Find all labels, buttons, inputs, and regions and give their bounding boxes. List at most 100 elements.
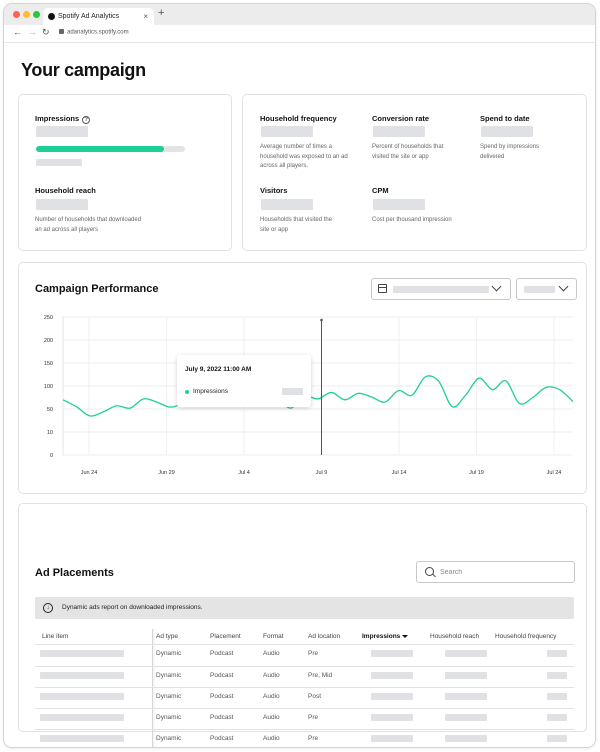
row-divider xyxy=(35,729,574,730)
cell-ad-type: Dynamic xyxy=(156,714,182,721)
chart-tooltip: July 9, 2022 11:00 AM Impressions xyxy=(177,355,311,407)
search-field[interactable] xyxy=(440,565,568,579)
sticky-column-divider xyxy=(152,629,153,747)
maximize-window-button[interactable] xyxy=(33,11,40,18)
household-frequency-value-placeholder xyxy=(547,672,567,679)
cpm-value-placeholder xyxy=(373,199,425,210)
cell-ad-type: Dynamic xyxy=(156,672,182,679)
x-tick-label: Jun 29 xyxy=(158,470,175,476)
tooltip-value-placeholder xyxy=(282,388,303,395)
column-header-line-item[interactable]: Line item xyxy=(42,633,69,640)
browser-window: Spotify Ad Analytics × + ← → ↻ adanalyti… xyxy=(3,3,596,748)
cell-ad-type: Dynamic xyxy=(156,693,182,700)
y-tick-label: 200 xyxy=(44,338,53,344)
column-header-format[interactable]: Format xyxy=(263,633,284,640)
ad-placements-card: Ad Placements ↓ Dynamic ads report on do… xyxy=(18,503,587,747)
help-icon[interactable]: ? xyxy=(82,116,91,124)
household-reach-value-placeholder xyxy=(445,672,487,679)
lock-icon xyxy=(59,29,64,34)
cell-location: Post xyxy=(308,693,322,700)
column-header-ad-type[interactable]: Ad type xyxy=(156,633,179,640)
row-divider xyxy=(35,708,574,709)
household-reach-description: Number of households that downloaded an … xyxy=(35,217,142,233)
date-range-value-placeholder xyxy=(393,286,489,293)
cell-placement: Podcast xyxy=(210,650,234,657)
household-reach-value-placeholder xyxy=(445,650,487,657)
x-tick-label: Jul 24 xyxy=(547,470,562,476)
household-frequency-value-placeholder xyxy=(547,735,567,742)
page-content: Your campaign Impressions? Household rea… xyxy=(4,44,595,747)
impressions-value-placeholder xyxy=(371,714,413,721)
column-header-household-reach[interactable]: Household reach xyxy=(430,633,480,640)
y-tick-label: 10 xyxy=(47,430,53,436)
close-window-button[interactable] xyxy=(13,11,20,18)
cell-placement: Podcast xyxy=(210,735,234,742)
search-icon xyxy=(425,567,434,576)
search-input[interactable] xyxy=(416,561,575,583)
impressions-header-label: Impressions xyxy=(362,633,401,640)
url-text: adanalytics.spotify.com xyxy=(67,29,129,36)
household-reach-value-placeholder xyxy=(36,199,88,210)
tab-title: Spotify Ad Analytics xyxy=(58,13,120,20)
household-reach-value-placeholder xyxy=(445,693,487,700)
x-tick-label: Jul 9 xyxy=(316,470,328,476)
sort-descending-icon xyxy=(402,634,409,638)
conversion-rate-label: Conversion rate xyxy=(372,114,430,123)
y-tick-label: 150 xyxy=(44,361,53,367)
campaign-performance-card: Campaign Performance 250 200 150 100 50 10 0 Ju… xyxy=(18,262,587,494)
spend-to-date-label: Spend to date xyxy=(480,114,530,123)
column-header-household-frequency[interactable]: Household frequency xyxy=(495,633,557,640)
minimize-window-button[interactable] xyxy=(23,11,30,18)
cell-format: Audio xyxy=(263,650,280,657)
close-tab-icon[interactable]: × xyxy=(143,12,148,21)
impressions-value-placeholder xyxy=(371,735,413,742)
primary-metrics-card: Impressions? Household reach Number of h… xyxy=(18,94,232,251)
impressions-value-placeholder xyxy=(371,693,413,700)
granularity-select[interactable] xyxy=(516,278,577,300)
info-banner: ↓ Dynamic ads report on downloaded impre… xyxy=(35,597,574,619)
cell-ad-type: Dynamic xyxy=(156,650,182,657)
impressions-progress-bar xyxy=(36,146,185,152)
tooltip-series-label: Impressions xyxy=(193,388,229,395)
household-frequency-value-placeholder xyxy=(547,650,567,657)
spend-to-date-value-placeholder xyxy=(481,126,533,137)
cell-location: Pre xyxy=(308,650,319,657)
row-divider xyxy=(35,644,574,645)
spend-to-date-description: Spend by impressions delivered xyxy=(480,144,540,160)
y-tick-label: 0 xyxy=(50,453,53,459)
new-tab-button[interactable]: + xyxy=(158,7,165,19)
row-divider xyxy=(35,687,574,688)
column-header-impressions[interactable]: Impressions xyxy=(362,633,409,640)
x-tick-label: Jul 19 xyxy=(469,470,484,476)
visitors-value-placeholder xyxy=(261,199,313,210)
reload-icon[interactable]: ↻ xyxy=(42,27,50,37)
y-tick-label: 100 xyxy=(44,384,53,390)
date-range-select[interactable] xyxy=(371,278,511,300)
cell-placement: Podcast xyxy=(210,672,234,679)
banner-text: Dynamic ads report on downloaded impress… xyxy=(62,604,203,611)
cpm-description: Cost per thousand impression xyxy=(372,217,452,223)
household-reach-value-placeholder xyxy=(445,735,487,742)
y-tick-label: 250 xyxy=(44,315,53,321)
url-field[interactable]: adanalytics.spotify.com xyxy=(59,29,129,36)
back-arrow-icon[interactable]: ← xyxy=(13,27,22,37)
cell-location: Pre, Mid xyxy=(308,672,333,679)
cell-format: Audio xyxy=(263,735,280,742)
ad-placements-title: Ad Placements xyxy=(35,567,114,579)
campaign-performance-title: Campaign Performance xyxy=(35,283,159,295)
household-frequency-description: Average number of times a household was … xyxy=(260,144,348,169)
forward-arrow-icon[interactable]: → xyxy=(28,27,37,37)
cell-format: Audio xyxy=(263,714,280,721)
page-title: Your campaign xyxy=(21,60,146,80)
series-dot-icon xyxy=(185,390,189,394)
impressions-series-line xyxy=(62,375,574,417)
impressions-subvalue-placeholder xyxy=(36,159,82,166)
browser-tab[interactable]: Spotify Ad Analytics × xyxy=(43,8,154,25)
household-reach-value-placeholder xyxy=(445,714,487,721)
visitors-label: Visitors xyxy=(260,186,288,195)
column-header-ad-location[interactable]: Ad location xyxy=(308,633,341,640)
impressions-value-placeholder xyxy=(371,650,413,657)
conversion-rate-value-placeholder xyxy=(373,126,425,137)
column-header-placement[interactable]: Placement xyxy=(210,633,241,640)
line-item-placeholder xyxy=(40,735,124,742)
